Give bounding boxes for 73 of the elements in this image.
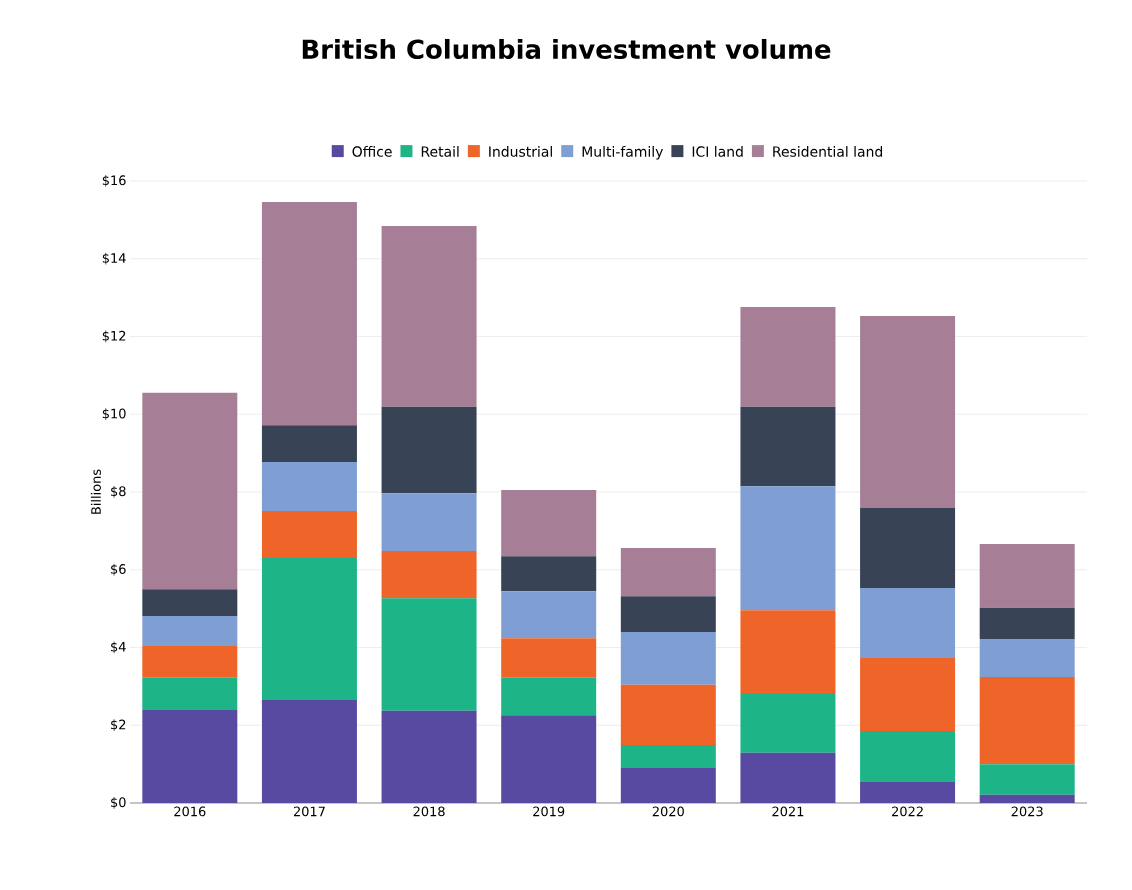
x-tick-label: 2022 bbox=[892, 806, 923, 817]
bar bbox=[979, 638, 1075, 678]
bar bbox=[501, 638, 597, 678]
x-tick-label: 2018 bbox=[413, 806, 445, 817]
bar bbox=[740, 406, 836, 487]
legend-label: Residential land bbox=[773, 146, 883, 157]
bar bbox=[860, 588, 956, 658]
bar bbox=[261, 511, 357, 559]
y-tick-label: $12 bbox=[102, 330, 126, 343]
bar bbox=[381, 226, 477, 407]
bar bbox=[381, 551, 477, 599]
legend-label: Industrial bbox=[489, 146, 552, 157]
bar bbox=[501, 490, 597, 557]
bar bbox=[261, 462, 357, 512]
bar bbox=[501, 715, 597, 803]
bar bbox=[620, 684, 716, 746]
bar bbox=[620, 596, 716, 632]
x-tick-label: 2020 bbox=[652, 806, 684, 817]
legend-label: Multi-family bbox=[582, 146, 664, 160]
bar bbox=[142, 677, 238, 711]
bar bbox=[501, 556, 597, 592]
bar bbox=[620, 631, 716, 685]
bar bbox=[740, 486, 836, 611]
bar bbox=[261, 425, 357, 463]
bar bbox=[142, 392, 238, 590]
bar bbox=[381, 710, 477, 803]
bar bbox=[261, 699, 357, 803]
bar bbox=[740, 306, 836, 407]
x-tick-label: 2019 bbox=[533, 806, 565, 817]
bar bbox=[740, 752, 836, 803]
bar bbox=[740, 692, 836, 753]
bar bbox=[620, 547, 716, 597]
bar bbox=[142, 616, 238, 646]
bar bbox=[979, 677, 1075, 765]
x-tick-label: 2023 bbox=[1011, 806, 1043, 817]
bar bbox=[979, 794, 1075, 803]
bar bbox=[261, 558, 357, 700]
x-tick-label: 2017 bbox=[293, 806, 325, 817]
x-tick-label: 2016 bbox=[174, 806, 206, 817]
legend-label: ICI land bbox=[692, 146, 743, 157]
bar bbox=[381, 598, 477, 711]
bar bbox=[381, 493, 477, 552]
bar bbox=[860, 507, 956, 589]
bar bbox=[261, 201, 357, 426]
y-tick-label: $2 bbox=[111, 719, 126, 732]
bar bbox=[142, 710, 238, 803]
y-tick-label: $8 bbox=[111, 486, 126, 498]
bar bbox=[381, 406, 477, 494]
bar bbox=[860, 315, 956, 508]
y-tick-label: $14 bbox=[102, 252, 126, 265]
bar bbox=[501, 591, 597, 639]
bar bbox=[142, 589, 238, 617]
bar bbox=[620, 768, 716, 803]
bar bbox=[740, 610, 836, 693]
x-tick-label: 2021 bbox=[772, 806, 804, 817]
y-tick-label: $4 bbox=[111, 641, 126, 654]
bar bbox=[501, 677, 597, 716]
bar bbox=[860, 657, 956, 732]
legend-label: Retail bbox=[421, 146, 459, 157]
y-tick-label: $16 bbox=[102, 175, 126, 187]
legend-label: Office bbox=[352, 146, 392, 157]
bar bbox=[979, 607, 1075, 639]
bar bbox=[979, 764, 1075, 795]
y-tick-label: $6 bbox=[111, 563, 126, 576]
bar bbox=[860, 731, 956, 783]
chart-title: British Columbia investment volume bbox=[302, 38, 831, 60]
y-tick-label: $0 bbox=[111, 797, 126, 809]
bar bbox=[979, 544, 1075, 608]
y-axis-title: Billions bbox=[90, 469, 101, 514]
bar bbox=[142, 645, 238, 678]
bar bbox=[620, 745, 716, 769]
y-tick-label: $10 bbox=[102, 408, 126, 421]
bar bbox=[860, 782, 956, 803]
